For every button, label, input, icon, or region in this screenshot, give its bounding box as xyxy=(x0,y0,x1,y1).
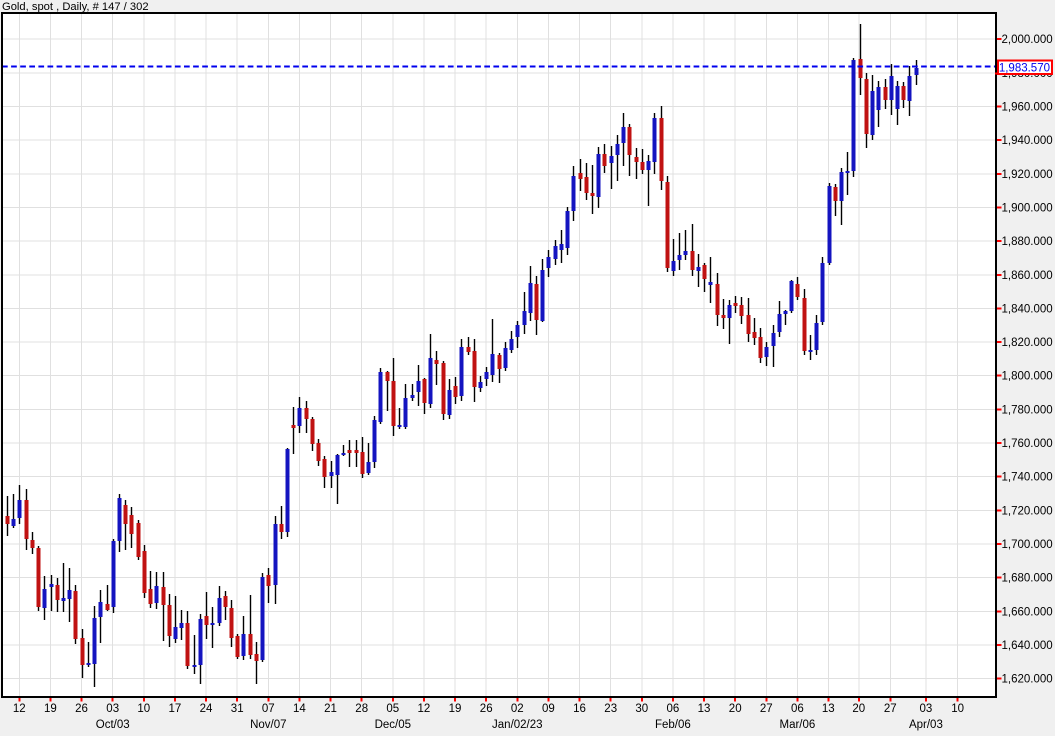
svg-text:Nov/07: Nov/07 xyxy=(250,719,286,731)
svg-text:23: 23 xyxy=(604,703,617,715)
svg-text:12: 12 xyxy=(13,703,26,715)
svg-text:Apr/03: Apr/03 xyxy=(909,719,943,731)
svg-text:1,820.000: 1,820.000 xyxy=(1002,337,1053,349)
svg-text:12: 12 xyxy=(418,703,431,715)
svg-text:1,660.000: 1,660.000 xyxy=(1002,606,1053,618)
svg-text:19: 19 xyxy=(44,703,57,715)
svg-text:1,880.000: 1,880.000 xyxy=(1002,236,1053,248)
svg-text:1,720.000: 1,720.000 xyxy=(1002,505,1053,517)
svg-text:Dec/05: Dec/05 xyxy=(375,719,411,731)
svg-text:20: 20 xyxy=(852,703,865,715)
svg-text:24: 24 xyxy=(200,703,213,715)
svg-text:1,780.000: 1,780.000 xyxy=(1002,404,1053,416)
svg-text:1,700.000: 1,700.000 xyxy=(1002,539,1053,551)
svg-text:21: 21 xyxy=(324,703,337,715)
svg-text:10: 10 xyxy=(951,703,964,715)
svg-text:1,740.000: 1,740.000 xyxy=(1002,472,1053,484)
svg-text:2,000.000: 2,000.000 xyxy=(1002,34,1053,46)
svg-text:26: 26 xyxy=(480,703,493,715)
svg-text:19: 19 xyxy=(449,703,462,715)
svg-text:1,960.000: 1,960.000 xyxy=(1002,102,1053,114)
svg-text:Mar/06: Mar/06 xyxy=(780,719,816,731)
svg-text:10: 10 xyxy=(137,703,150,715)
svg-text:03: 03 xyxy=(106,703,119,715)
svg-text:1,620.000: 1,620.000 xyxy=(1002,674,1053,686)
svg-text:09: 09 xyxy=(542,703,555,715)
svg-text:13: 13 xyxy=(698,703,711,715)
svg-text:30: 30 xyxy=(635,703,648,715)
svg-text:1,983.570: 1,983.570 xyxy=(999,63,1050,75)
svg-text:17: 17 xyxy=(169,703,182,715)
svg-text:27: 27 xyxy=(884,703,897,715)
svg-text:07: 07 xyxy=(262,703,275,715)
svg-text:20: 20 xyxy=(729,703,742,715)
svg-text:1,640.000: 1,640.000 xyxy=(1002,640,1053,652)
svg-text:26: 26 xyxy=(75,703,88,715)
svg-text:13: 13 xyxy=(822,703,835,715)
svg-text:02: 02 xyxy=(511,703,524,715)
svg-text:28: 28 xyxy=(355,703,368,715)
svg-text:1,940.000: 1,940.000 xyxy=(1002,135,1053,147)
svg-text:31: 31 xyxy=(231,703,244,715)
svg-text:27: 27 xyxy=(760,703,773,715)
svg-text:14: 14 xyxy=(293,703,306,715)
svg-text:06: 06 xyxy=(667,703,680,715)
svg-text:03: 03 xyxy=(920,703,933,715)
svg-text:1,800.000: 1,800.000 xyxy=(1002,371,1053,383)
svg-text:Gold, spot , Daily, # 147 / 30: Gold, spot , Daily, # 147 / 302 xyxy=(2,1,149,13)
svg-text:1,900.000: 1,900.000 xyxy=(1002,203,1053,215)
svg-text:16: 16 xyxy=(573,703,586,715)
svg-text:Feb/06: Feb/06 xyxy=(655,719,691,731)
svg-text:1,860.000: 1,860.000 xyxy=(1002,270,1053,282)
svg-text:1,680.000: 1,680.000 xyxy=(1002,573,1053,585)
svg-text:Oct/03: Oct/03 xyxy=(96,719,130,731)
svg-text:1,840.000: 1,840.000 xyxy=(1002,303,1053,315)
svg-text:Jan/02/23: Jan/02/23 xyxy=(492,719,543,731)
svg-text:1,920.000: 1,920.000 xyxy=(1002,169,1053,181)
svg-text:1,760.000: 1,760.000 xyxy=(1002,438,1053,450)
svg-text:06: 06 xyxy=(791,703,804,715)
svg-text:05: 05 xyxy=(386,703,399,715)
